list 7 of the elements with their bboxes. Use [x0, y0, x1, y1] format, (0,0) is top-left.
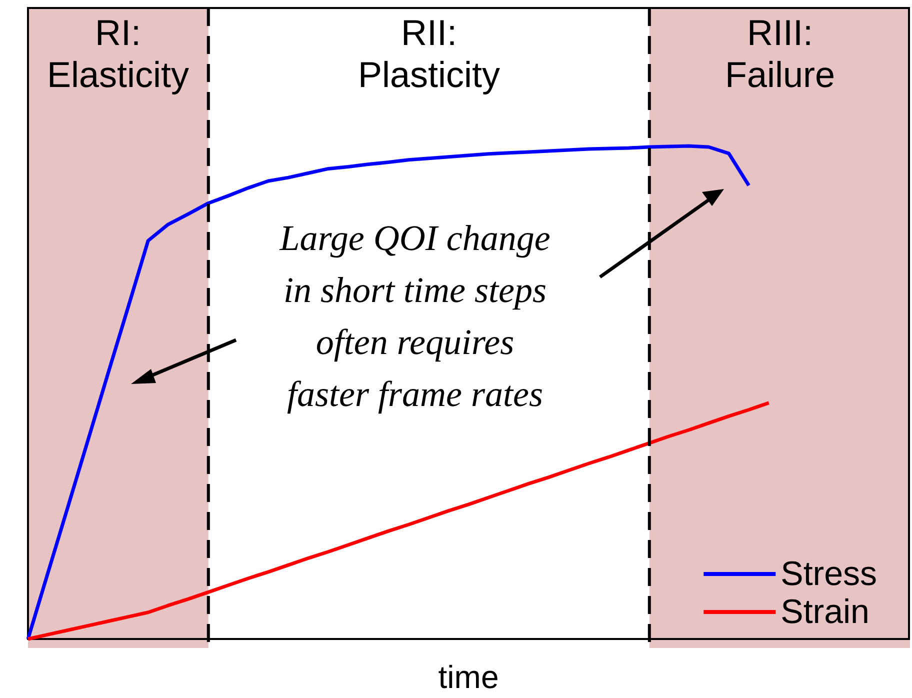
legend-label: Stress	[780, 555, 878, 593]
annotation: RIII: Failure	[724, 12, 836, 96]
x-axis-title: time	[438, 659, 499, 695]
annotation: RI: Elasticity	[46, 12, 190, 96]
legend-label: Strain	[780, 593, 870, 631]
annotation: Large QOI change in short time steps often requires faster frame rates	[278, 217, 552, 416]
annotation: RII: Plasticity	[356, 12, 502, 96]
